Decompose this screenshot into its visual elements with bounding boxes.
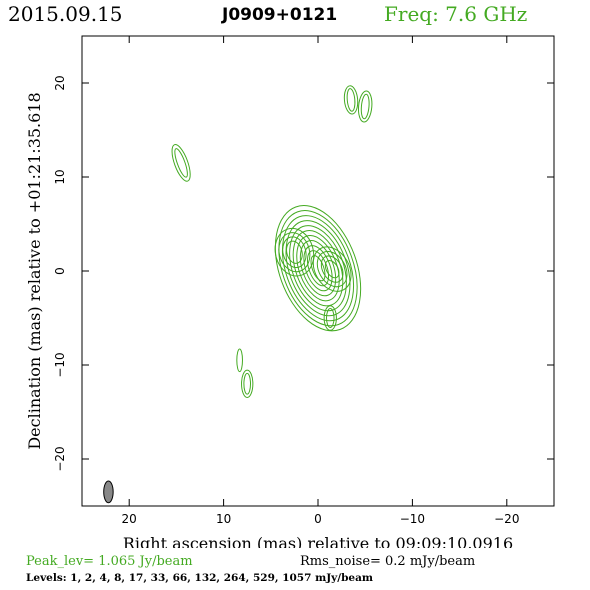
contour-line bbox=[282, 236, 307, 269]
source-label: J0909+0121 bbox=[222, 5, 338, 25]
contour-line bbox=[346, 88, 356, 112]
contour-line bbox=[324, 259, 340, 279]
contour-line bbox=[241, 369, 254, 398]
x-tick-label: 10 bbox=[216, 512, 231, 526]
contour-line bbox=[274, 227, 315, 277]
levels-label: Levels: 1, 2, 4, 8, 17, 33, 66, 132, 264… bbox=[26, 572, 374, 584]
contour-line bbox=[243, 372, 252, 395]
peak-level-label: Peak_lev= 1.065 Jy/beam bbox=[26, 554, 193, 569]
contour-line bbox=[174, 148, 188, 178]
x-tick-label: −10 bbox=[400, 512, 425, 526]
y-tick-label: 0 bbox=[53, 267, 67, 275]
contour-line bbox=[274, 205, 362, 332]
x-axis-label: Right ascension (mas) relative to 09:09:… bbox=[123, 534, 513, 548]
contour-line bbox=[323, 305, 337, 331]
x-tick-label: 0 bbox=[314, 512, 322, 526]
contour-line bbox=[278, 210, 358, 327]
contour-plot: 20 10 0 −10 −20 −20 −10 0 10 20 Right ascension (m… bbox=[25, 35, 555, 548]
y-tick-label: 20 bbox=[53, 75, 67, 90]
contour-line bbox=[360, 93, 370, 120]
contour-line bbox=[171, 144, 191, 182]
contour-line bbox=[296, 235, 340, 302]
contour-line bbox=[357, 90, 373, 123]
contour-line bbox=[343, 85, 359, 115]
x-tick-label: −20 bbox=[494, 512, 519, 526]
x-tick-label: 20 bbox=[122, 512, 137, 526]
contour-line bbox=[236, 348, 243, 373]
frequency-label: Freq: 7.6 GHz bbox=[384, 2, 528, 26]
contour-line bbox=[299, 240, 337, 297]
y-tick-label: 10 bbox=[53, 169, 67, 184]
contour-line bbox=[320, 255, 344, 283]
contour-line bbox=[312, 246, 352, 292]
y-tick-label: −20 bbox=[53, 446, 67, 471]
rms-noise-label: Rms_noise= 0.2 mJy/beam bbox=[300, 554, 476, 569]
beam-ellipse bbox=[103, 480, 114, 504]
contour-line bbox=[316, 250, 348, 288]
date-label: 2015.09.15 bbox=[8, 2, 123, 26]
contour-line bbox=[278, 232, 311, 273]
contour-line bbox=[286, 240, 303, 264]
plot-frame bbox=[81, 35, 555, 507]
y-axis-label: Declination (mas) relative to +01:21:35.… bbox=[25, 92, 44, 449]
y-tick-label: −10 bbox=[53, 352, 67, 377]
contour-line bbox=[325, 308, 335, 328]
